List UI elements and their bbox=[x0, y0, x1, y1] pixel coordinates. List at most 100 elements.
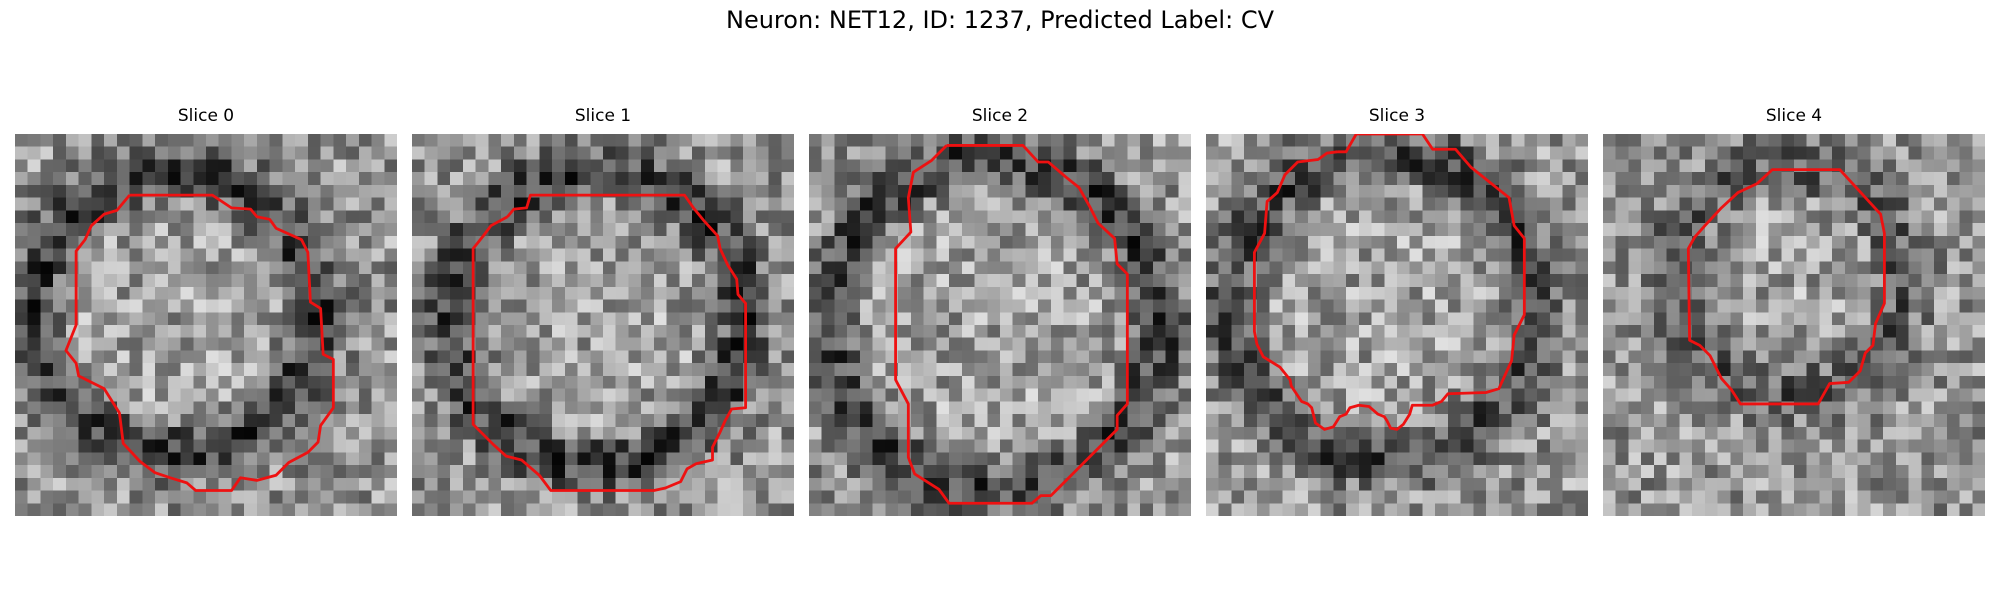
pixel bbox=[847, 503, 861, 516]
pixel bbox=[206, 299, 219, 313]
pixel bbox=[577, 197, 591, 211]
pixel bbox=[1473, 350, 1487, 364]
pixel bbox=[768, 312, 782, 326]
pixel bbox=[320, 363, 334, 377]
pixel bbox=[692, 274, 706, 288]
pixel bbox=[1333, 134, 1347, 147]
pixel bbox=[333, 299, 347, 313]
pixel bbox=[1666, 375, 1680, 389]
pixel bbox=[1575, 184, 1588, 198]
pixel bbox=[1460, 197, 1474, 211]
pixel bbox=[256, 465, 270, 479]
pixel bbox=[462, 503, 476, 516]
pixel bbox=[1012, 375, 1026, 389]
pixel bbox=[974, 477, 988, 491]
pixel bbox=[704, 414, 718, 428]
pixel bbox=[282, 248, 296, 262]
pixel bbox=[1447, 223, 1461, 237]
pixel bbox=[155, 223, 169, 237]
pixel bbox=[666, 261, 680, 275]
pixel bbox=[1063, 146, 1077, 160]
pixel bbox=[155, 274, 169, 288]
pixel bbox=[1537, 503, 1551, 516]
pixel bbox=[15, 274, 28, 288]
pixel bbox=[1730, 350, 1744, 364]
pixel bbox=[1946, 363, 1960, 377]
pixel bbox=[167, 134, 181, 147]
pixel bbox=[641, 210, 655, 224]
pixel bbox=[1000, 146, 1013, 160]
pixel bbox=[961, 503, 975, 516]
pixel bbox=[1025, 261, 1039, 275]
pixel bbox=[256, 414, 270, 428]
pixel bbox=[847, 286, 861, 300]
pixel bbox=[1409, 172, 1423, 186]
pixel bbox=[704, 261, 718, 275]
pixel bbox=[1537, 388, 1551, 402]
pixel bbox=[936, 286, 950, 300]
pixel bbox=[1704, 325, 1718, 338]
pixel bbox=[1358, 274, 1372, 288]
slice-image-4 bbox=[1603, 134, 1985, 516]
pixel bbox=[1524, 401, 1538, 415]
pixel bbox=[1692, 172, 1706, 186]
pixel bbox=[1628, 197, 1642, 211]
pixel bbox=[142, 503, 156, 516]
pixel bbox=[923, 235, 937, 249]
pixel bbox=[809, 337, 822, 351]
pixel bbox=[961, 452, 975, 466]
pixel bbox=[1307, 210, 1321, 224]
pixel bbox=[193, 261, 207, 275]
pixel bbox=[590, 388, 604, 402]
pixel bbox=[475, 414, 489, 428]
pixel bbox=[1653, 146, 1667, 160]
pixel bbox=[1908, 477, 1922, 491]
pixel bbox=[1946, 184, 1960, 198]
pixel bbox=[949, 286, 963, 300]
pixel bbox=[167, 363, 181, 377]
pixel bbox=[1178, 439, 1191, 453]
pixel bbox=[1371, 184, 1385, 198]
pixel bbox=[1781, 184, 1795, 198]
pixel bbox=[1165, 184, 1179, 198]
pixel bbox=[1628, 274, 1642, 288]
pixel bbox=[1679, 477, 1693, 491]
pixel bbox=[244, 223, 258, 237]
pixel bbox=[129, 401, 143, 415]
pixel bbox=[730, 159, 744, 173]
pixel bbox=[116, 337, 130, 351]
pixel bbox=[1358, 388, 1372, 402]
pixel bbox=[244, 134, 258, 147]
pixel bbox=[91, 452, 105, 466]
pixel bbox=[1692, 299, 1706, 313]
pixel bbox=[1371, 426, 1385, 440]
pixel bbox=[1089, 477, 1103, 491]
pixel bbox=[1908, 286, 1922, 300]
pixel bbox=[320, 197, 334, 211]
pixel bbox=[974, 248, 988, 262]
pixel bbox=[1409, 452, 1423, 466]
pixel bbox=[1206, 261, 1219, 275]
pixel bbox=[180, 261, 194, 275]
pixel bbox=[704, 465, 718, 479]
pixel bbox=[1692, 286, 1706, 300]
pixel bbox=[923, 286, 937, 300]
pixel bbox=[320, 426, 334, 440]
pixel bbox=[142, 337, 156, 351]
pixel bbox=[743, 465, 757, 479]
pixel bbox=[961, 210, 975, 224]
pixel bbox=[1050, 388, 1064, 402]
pixel bbox=[371, 235, 385, 249]
pixel bbox=[269, 261, 283, 275]
pixel bbox=[1794, 337, 1807, 351]
pixel bbox=[1346, 452, 1360, 466]
pixel bbox=[142, 388, 156, 402]
pixel bbox=[1127, 134, 1141, 147]
pixel bbox=[231, 172, 245, 186]
pixel bbox=[1883, 350, 1897, 364]
pixel bbox=[628, 134, 642, 147]
pixel bbox=[1089, 172, 1103, 186]
pixel bbox=[1038, 363, 1052, 377]
pixel bbox=[743, 172, 757, 186]
pixel bbox=[679, 299, 693, 313]
